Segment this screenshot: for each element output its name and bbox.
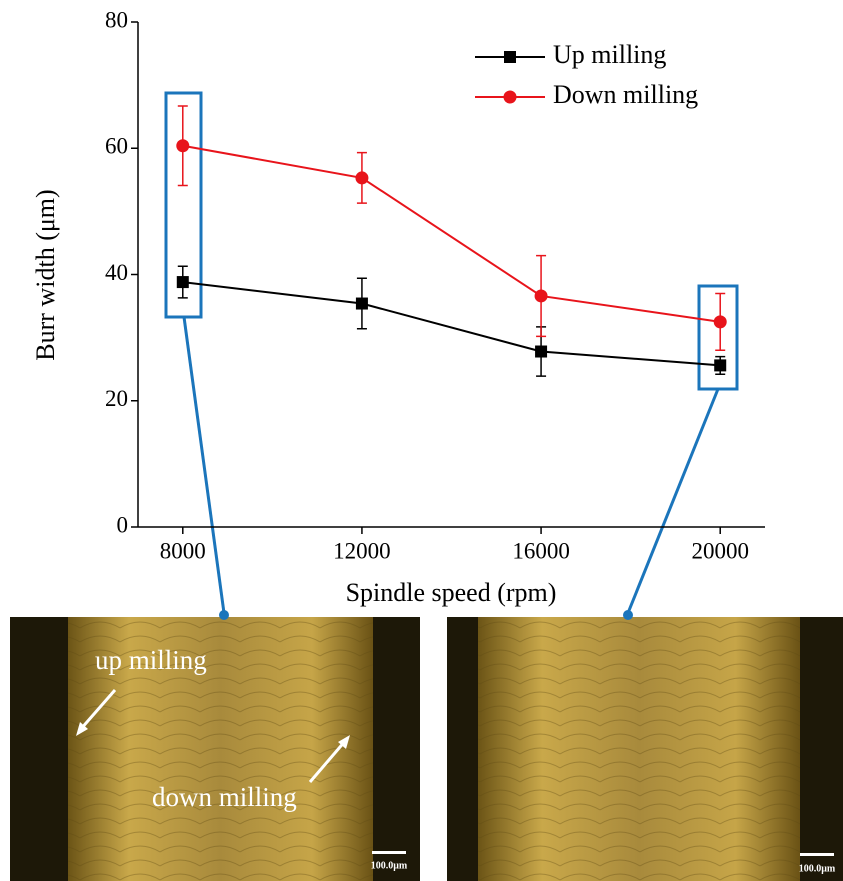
- x-axis-label: Spindle speed (rpm): [346, 578, 557, 607]
- data-point: [535, 289, 548, 302]
- x-tick-label: 12000: [333, 538, 391, 563]
- data-point: [356, 298, 368, 310]
- legend-marker: [504, 51, 516, 63]
- y-tick-label: 20: [105, 386, 128, 411]
- y-tick-label: 80: [105, 7, 128, 32]
- callout-dot: [219, 610, 229, 620]
- plot: 0 20 40 60 80 8000 12000 16000 20000 Up milling Do…: [105, 7, 765, 563]
- series-line: [183, 282, 720, 365]
- data-point: [177, 276, 189, 288]
- annotation: down milling: [152, 782, 297, 812]
- x-tick-label: 20000: [691, 538, 749, 563]
- y-axis-label: Burr width (μm): [31, 189, 60, 360]
- callout: [166, 93, 737, 613]
- x-tick-label: 16000: [512, 538, 570, 563]
- photo-left: [10, 617, 420, 881]
- legend-label: Down milling: [553, 80, 698, 109]
- annotation: up milling: [95, 645, 207, 675]
- x-tick-label: 8000: [160, 538, 206, 563]
- y-tick-label: 40: [105, 260, 128, 285]
- data-point: [176, 139, 189, 152]
- scale-bar-label: 100.0μm: [371, 860, 408, 871]
- y-tick-label: 0: [117, 512, 129, 537]
- scale-bar-label: 100.0μm: [799, 863, 836, 874]
- data-point: [714, 315, 727, 328]
- figure: up milling down milling 100.0μm 100.0μm …: [0, 0, 843, 881]
- data-point: [714, 359, 726, 371]
- data-point: [355, 171, 368, 184]
- data-point: [535, 346, 547, 358]
- legend-marker: [504, 91, 517, 104]
- callout-dot: [623, 610, 633, 620]
- series-line: [183, 146, 720, 322]
- legend-label: Up milling: [553, 40, 666, 69]
- photo-right: [447, 617, 843, 881]
- y-tick-label: 60: [105, 134, 128, 159]
